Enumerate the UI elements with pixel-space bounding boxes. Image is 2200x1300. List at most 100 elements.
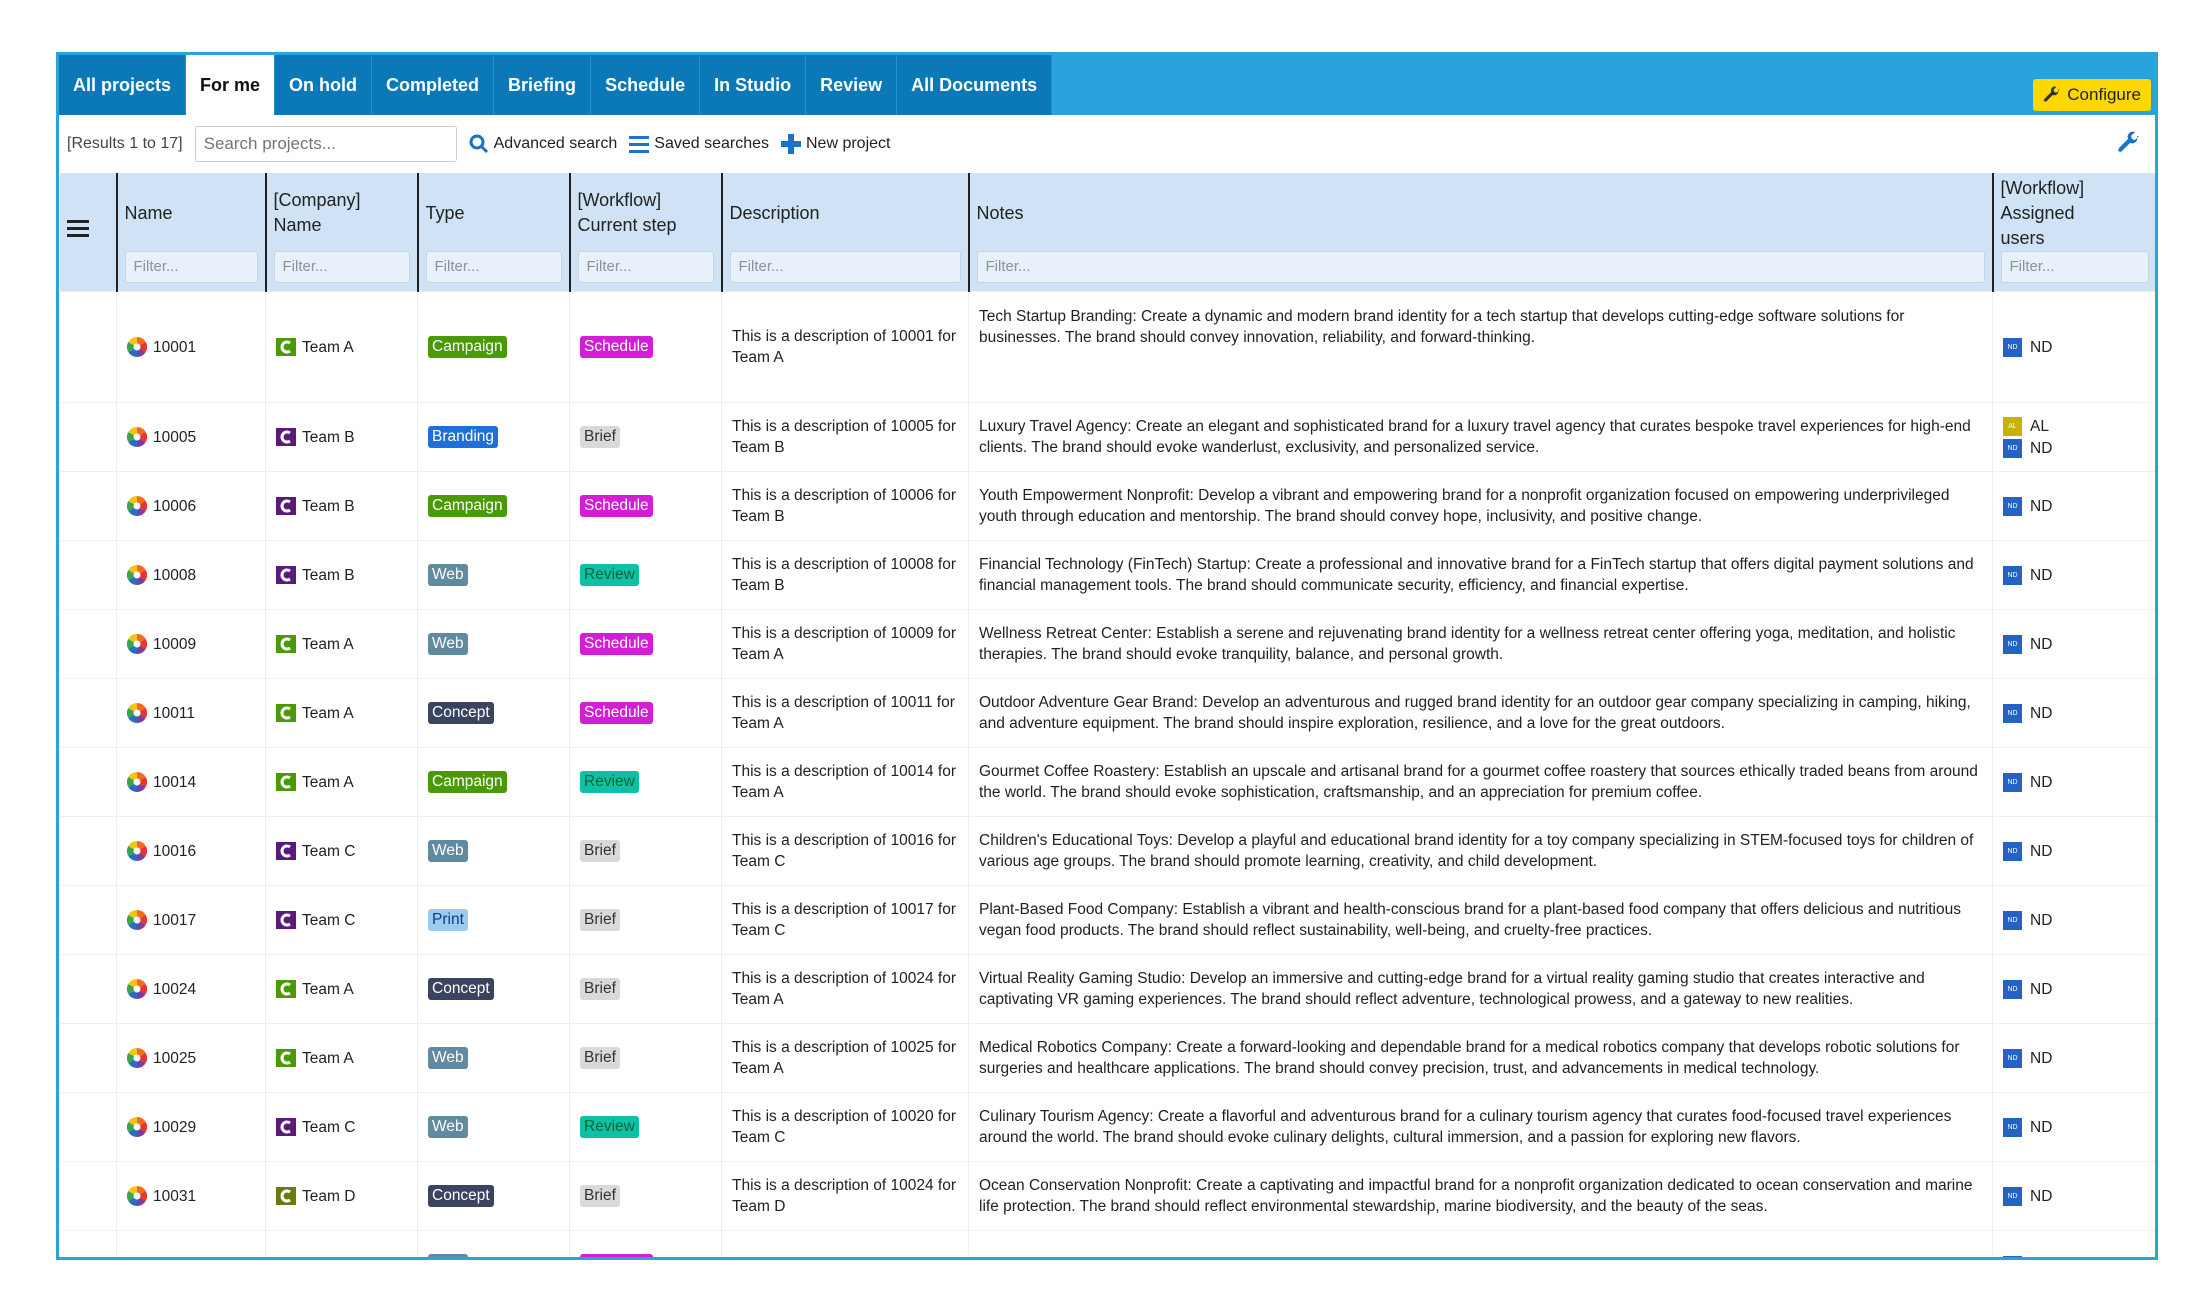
advanced-search-button[interactable]: Advanced search: [469, 134, 617, 154]
table-row[interactable]: 10017 Team C Print Brief This is a descr…: [59, 885, 2155, 955]
project-aperture-icon: [127, 979, 147, 999]
table-row[interactable]: 10011 Team A Concept Schedule This is a …: [59, 678, 2155, 748]
column-header-1: [Company] Name Filter...: [264, 173, 418, 292]
project-id[interactable]: 10024: [153, 980, 197, 998]
project-name-cell[interactable]: 10016: [127, 841, 255, 862]
table-row[interactable]: 10031 Team D Concept Brief This is a des…: [59, 1161, 2155, 1231]
row-select[interactable]: [59, 1023, 117, 1093]
wrench-icon: [2044, 86, 2060, 102]
column-filter-input[interactable]: [976, 251, 1985, 283]
project-name-cell[interactable]: 10025: [127, 1048, 255, 1069]
column-label[interactable]: Notes: [976, 202, 1024, 223]
user-initials: ND: [2030, 842, 2053, 860]
notes-cell: Outdoor Adventure Gear Brand: Develop an…: [968, 678, 1993, 748]
row-select[interactable]: [59, 402, 117, 472]
tab-schedule[interactable]: Schedule: [591, 55, 701, 115]
column-header-6: [Workflow] Assigned users Filter...: [1991, 173, 2155, 292]
row-select[interactable]: [59, 1230, 117, 1257]
project-name-cell[interactable]: 10017: [127, 910, 255, 931]
project-id[interactable]: 10025: [153, 1049, 197, 1067]
project-name-cell[interactable]: 10008: [127, 565, 255, 586]
project-name-cell[interactable]: 10024: [127, 979, 255, 1000]
table-row[interactable]: 10006 Team B Campaign Schedule This is a…: [59, 471, 2155, 541]
tab-all-documents[interactable]: All Documents: [897, 55, 1053, 115]
workflow-step-badge: Review: [580, 771, 639, 793]
project-id[interactable]: 10031: [153, 1187, 197, 1205]
project-name-cell[interactable]: 10011: [127, 703, 255, 724]
tab-completed[interactable]: Completed: [372, 55, 495, 115]
project-id[interactable]: 10014: [153, 773, 197, 791]
row-select[interactable]: [59, 678, 117, 748]
tab-briefing[interactable]: Briefing: [494, 55, 592, 115]
column-label[interactable]: [Workflow] Current step: [577, 190, 677, 235]
company-logo-icon: [276, 566, 296, 584]
project-id[interactable]: 10009: [153, 635, 197, 653]
table-row[interactable]: 10024 Team A Concept Brief This is a des…: [59, 954, 2155, 1024]
user-avatar: AL: [2003, 416, 2022, 436]
project-id[interactable]: 10005: [153, 428, 197, 446]
new-project-button[interactable]: New project: [781, 134, 890, 154]
tab-on-hold[interactable]: On hold: [275, 55, 373, 115]
project-name-cell[interactable]: 10009: [127, 634, 255, 655]
tab-review[interactable]: Review: [806, 55, 898, 115]
row-select[interactable]: [59, 609, 117, 679]
plus-icon: [781, 134, 801, 154]
table-settings-wrench-icon[interactable]: [2117, 131, 2141, 155]
column-label[interactable]: Type: [425, 202, 465, 223]
tab-in-studio[interactable]: In Studio: [700, 55, 807, 115]
column-filter-input[interactable]: [273, 251, 410, 283]
tab-for-me[interactable]: For me: [186, 55, 276, 115]
project-id[interactable]: 10029: [153, 1118, 197, 1136]
company-logo-icon: [276, 1118, 296, 1136]
column-filter-input[interactable]: [124, 251, 258, 283]
tab-all-projects[interactable]: All projects: [59, 55, 187, 115]
project-name-cell[interactable]: 10006: [127, 496, 255, 517]
table-row[interactable]: 10014 Team A Campaign Review This is a d…: [59, 747, 2155, 817]
table-row[interactable]: 10008 Team B Web Review This is a descri…: [59, 540, 2155, 610]
column-filter-input[interactable]: [729, 251, 961, 283]
project-id[interactable]: 10008: [153, 566, 197, 584]
table-row[interactable]: 10001 Team A Campaign Schedule This is a…: [59, 291, 2155, 403]
row-select[interactable]: [59, 1161, 117, 1231]
user-avatar: ND: [2003, 1117, 2022, 1137]
row-select[interactable]: [59, 1092, 117, 1162]
table-row[interactable]: 10016 Team C Web Brief This is a descrip…: [59, 816, 2155, 886]
search-input[interactable]: [194, 126, 457, 162]
project-id[interactable]: 10016: [153, 842, 197, 860]
column-menu[interactable]: [59, 173, 117, 292]
table-row[interactable]: 10029 Team C Web Review This is a descri…: [59, 1092, 2155, 1162]
project-id[interactable]: 10011: [153, 704, 195, 722]
table-row[interactable]: 10025 Team A Web Brief This is a descrip…: [59, 1023, 2155, 1093]
project-name-cell[interactable]: 10001: [127, 337, 255, 358]
row-select[interactable]: [59, 954, 117, 1024]
table-row[interactable]: Web Schedule This is a description of We…: [59, 1230, 2155, 1257]
table-row[interactable]: 10009 Team A Web Schedule This is a desc…: [59, 609, 2155, 679]
column-label[interactable]: Name: [124, 202, 173, 223]
notes-cell: Financial Technology (FinTech) Startup: …: [968, 540, 1993, 610]
notes-cell: Tech Startup Branding: Create a dynamic …: [968, 291, 1993, 403]
project-name-cell[interactable]: 10014: [127, 772, 255, 793]
company-logo-icon: [276, 338, 296, 356]
project-name-cell[interactable]: 10031: [127, 1186, 255, 1207]
column-filter-input[interactable]: [425, 251, 562, 283]
column-label[interactable]: Description: [729, 202, 820, 223]
project-name-cell[interactable]: 10005: [127, 427, 255, 448]
project-id[interactable]: 10017: [153, 911, 197, 929]
column-filter-input[interactable]: [577, 251, 714, 283]
row-select[interactable]: [59, 885, 117, 955]
row-select[interactable]: [59, 471, 117, 541]
row-select[interactable]: [59, 747, 117, 817]
row-select[interactable]: [59, 540, 117, 610]
row-select[interactable]: [59, 291, 117, 403]
table-row[interactable]: 10005 Team B Branding Brief This is a de…: [59, 402, 2155, 472]
column-label[interactable]: [Company] Name: [273, 190, 361, 235]
project-id[interactable]: 10006: [153, 497, 197, 515]
row-select[interactable]: [59, 816, 117, 886]
column-label[interactable]: [Workflow] Assigned users: [2000, 177, 2085, 248]
saved-searches-button[interactable]: Saved searches: [629, 135, 769, 153]
configure-button[interactable]: Configure: [2033, 79, 2151, 111]
hamburger-menu-icon[interactable]: [66, 218, 89, 238]
project-name-cell[interactable]: 10029: [127, 1117, 255, 1138]
project-id[interactable]: 10001: [153, 338, 197, 356]
column-filter-input[interactable]: [2000, 251, 2149, 283]
